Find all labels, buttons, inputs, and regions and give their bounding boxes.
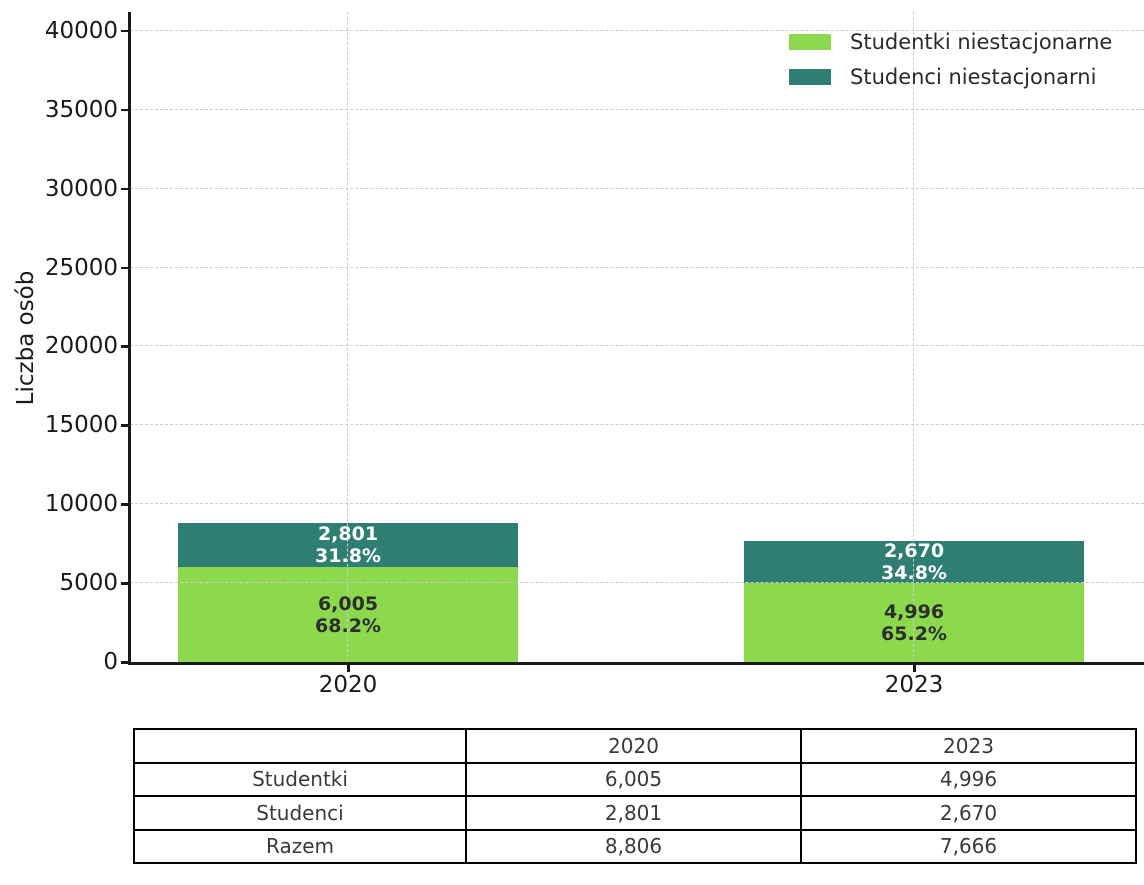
value-cell: 4,996 <box>800 761 1137 797</box>
bar-segment-2023 <box>744 541 1084 584</box>
bar-value-label: 2,801 31.8% <box>315 523 381 568</box>
row-label-cell: Studentki <box>133 761 467 797</box>
y-tick-mark <box>121 582 130 585</box>
value-cell: 6,005 <box>465 761 802 797</box>
y-tick-mark <box>121 345 130 348</box>
y-tick-label: 25000 <box>44 254 118 281</box>
table-row: Studentki 6,005 4,996 <box>133 761 1137 797</box>
x-axis-spine <box>128 662 1144 665</box>
legend-label-studentki: Studentki niestacjonarne <box>850 30 1113 54</box>
x-tick-label: 2023 <box>884 672 944 698</box>
value-cell: 2,670 <box>800 795 1137 831</box>
legend: Studentki niestacjonarne Studenci niesta… <box>789 30 1112 89</box>
h-gridline <box>130 187 1144 189</box>
y-tick-label: 35000 <box>44 96 118 123</box>
legend-label-studenci: Studenci niestacjonarni <box>850 65 1097 89</box>
legend-item-studentki: Studentki niestacjonarne <box>789 30 1112 54</box>
y-tick-label: 5000 <box>59 570 118 597</box>
bar-value-label: 2,670 34.8% <box>881 540 947 585</box>
h-gridline <box>130 266 1144 268</box>
y-tick-label: 40000 <box>44 17 118 44</box>
value-cell: 8,806 <box>465 828 802 864</box>
y-tick-mark <box>121 29 130 33</box>
y-tick-mark <box>121 108 130 112</box>
y-tick-mark <box>121 503 130 506</box>
bar-segment-2023 <box>744 583 1084 662</box>
y-tick-label: 30000 <box>44 175 118 202</box>
row-label-cell: Studenci <box>133 795 467 831</box>
value-cell: 2020 <box>465 728 802 764</box>
table-row: Studenci 2,801 2,670 <box>133 795 1137 831</box>
legend-swatch-studentki <box>789 34 831 50</box>
y-tick-mark <box>121 424 130 427</box>
y-tick-mark <box>121 187 130 191</box>
value-cell: 7,666 <box>800 828 1137 864</box>
legend-item-studenci: Studenci niestacjonarni <box>789 65 1112 89</box>
h-gridline <box>130 345 1144 347</box>
y-tick-label: 15000 <box>44 412 118 439</box>
v-gridline <box>913 12 914 662</box>
y-tick-label: 0 <box>103 649 118 675</box>
h-gridline <box>130 582 1144 584</box>
data-table: 2020 2023 Studentki 6,005 4,996 Studenci 2,801… <box>133 728 1137 864</box>
h-gridline <box>130 424 1144 426</box>
table-row: Razem 8,806 7,666 <box>133 828 1137 864</box>
x-tick-mark <box>913 664 916 672</box>
value-cell: 2023 <box>800 728 1137 764</box>
table-header-row: 2020 2023 <box>133 728 1137 764</box>
bar-value-label: 4,996 65.2% <box>881 600 947 645</box>
y-tick-label: 10000 <box>44 491 118 518</box>
legend-swatch-studenci <box>789 69 831 85</box>
h-gridline <box>130 108 1144 110</box>
row-label-cell <box>133 728 467 764</box>
value-cell: 2,801 <box>465 795 802 831</box>
v-gridline <box>347 12 348 662</box>
h-gridline <box>130 503 1144 505</box>
bar-value-label: 6,005 68.2% <box>315 592 381 637</box>
y-tick-label: 20000 <box>44 333 118 360</box>
x-tick-mark <box>347 664 350 672</box>
row-label-cell: Razem <box>133 828 467 864</box>
h-gridline <box>130 29 1144 31</box>
x-tick-label: 2020 <box>318 672 378 698</box>
y-axis-spine <box>128 12 131 664</box>
bar-segment-2020 <box>178 523 518 568</box>
y-tick-mark <box>121 661 130 664</box>
y-tick-mark <box>121 266 130 270</box>
